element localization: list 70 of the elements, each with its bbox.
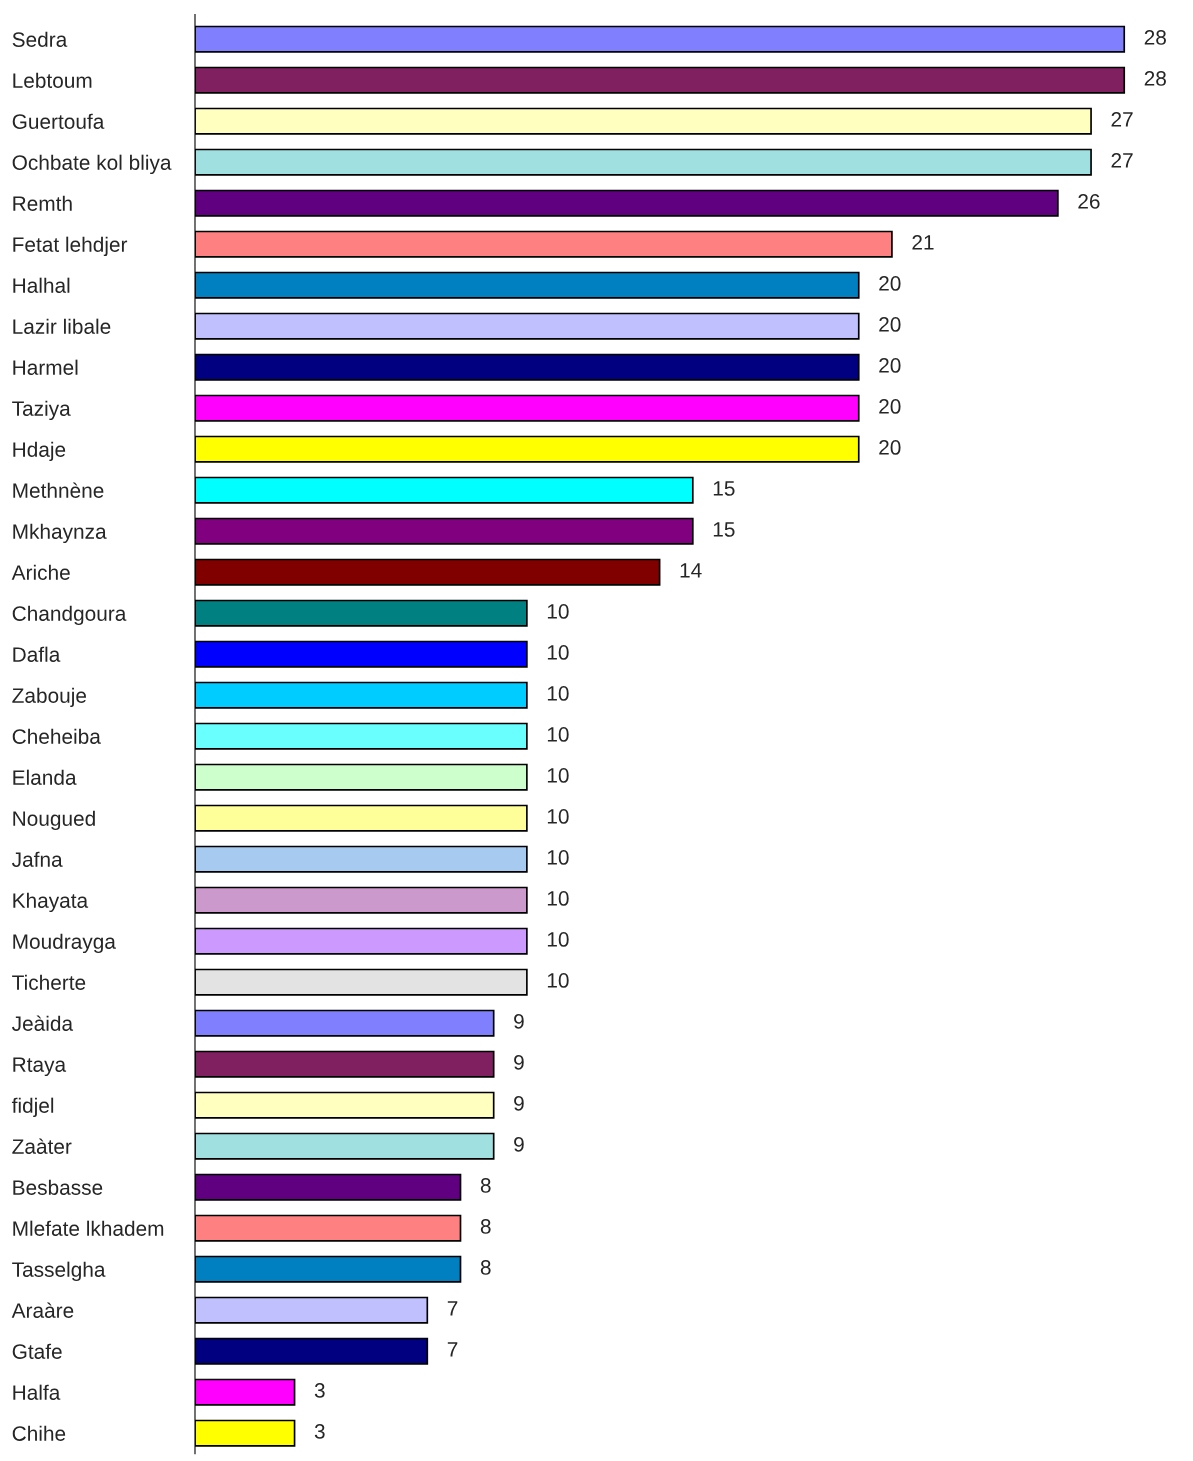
data-label: 15 — [713, 481, 735, 496]
y-tick-label: Halhal — [13, 277, 70, 293]
data-label: 28 — [1144, 30, 1166, 45]
data-label: 20 — [879, 440, 901, 455]
y-tick-label: Besbasse — [13, 1179, 103, 1195]
y-tick-label: Zabouje — [12, 687, 87, 708]
data-label: 10 — [547, 973, 569, 988]
data-label: 10 — [547, 850, 569, 865]
y-tick-label: Tasselgha — [12, 1261, 106, 1282]
y-tick-label: Mkhaynza — [13, 523, 107, 544]
y-tick-label: Dafla — [13, 646, 61, 662]
data-label: 10 — [547, 604, 569, 619]
data-label: 10 — [547, 686, 569, 701]
data-label: 9 — [514, 1137, 524, 1152]
data-label: 7 — [447, 1301, 458, 1316]
y-tick-label: Lazir libale — [13, 318, 111, 334]
y-tick-label: Methnène — [13, 482, 104, 498]
y-tick-label: Fetat lehdjer — [13, 236, 128, 257]
data-label: 3 — [314, 1383, 325, 1398]
y-tick-label: Ariche — [11, 564, 70, 580]
y-tick-label: Zaàter — [12, 1138, 72, 1154]
y-tick-label: Ticherte — [12, 974, 86, 990]
y-tick-label: Moudrayga — [13, 933, 116, 954]
data-label: 7 — [447, 1342, 458, 1357]
y-tick-label: Cheheiba — [12, 728, 101, 744]
y-tick-label: Araàre — [11, 1302, 74, 1318]
y-tick-label: Rtaya — [13, 1057, 67, 1077]
data-label: 26 — [1078, 194, 1100, 209]
y-tick-label: Chihe — [12, 1425, 66, 1441]
y-tick-label: Ochbate kol bliya — [12, 154, 172, 175]
data-label: 9 — [514, 1055, 524, 1070]
y-tick-label: Gtafe — [12, 1343, 62, 1359]
data-label: 8 — [480, 1219, 491, 1234]
y-tick-label: Hdaje — [13, 441, 66, 462]
y-tick-label: Khayata — [13, 892, 89, 913]
data-label: 3 — [314, 1424, 325, 1439]
y-tick-label: Taziya — [12, 400, 71, 421]
data-label: 9 — [514, 1096, 524, 1111]
y-tick-label: Nougued — [13, 810, 95, 831]
data-label: 15 — [713, 522, 735, 537]
data-label: 10 — [547, 727, 569, 742]
y-tick-label: Elanda — [13, 769, 77, 785]
data-label: 20 — [879, 399, 901, 414]
y-tick-label: Halfa — [13, 1384, 61, 1400]
data-label: 14 — [680, 563, 702, 578]
y-tick-label: Harmel — [13, 359, 78, 375]
y-tick-label: Jafna — [11, 851, 63, 867]
data-label: 9 — [514, 1014, 524, 1029]
data-label: 20 — [879, 317, 901, 332]
data-label: 20 — [879, 276, 901, 291]
y-tick-label: Guertoufa — [12, 113, 105, 129]
data-label: 10 — [547, 645, 569, 660]
data-label: 10 — [547, 768, 569, 783]
data-label: 27 — [1111, 153, 1133, 168]
data-label: 10 — [547, 891, 569, 906]
y-tick-label: Remth — [13, 195, 72, 211]
data-label: 21 — [912, 235, 934, 250]
data-label: 10 — [547, 932, 569, 947]
data-label: 10 — [547, 809, 569, 824]
data-label: 20 — [879, 358, 901, 373]
y-tick-label: Mlefate lkhadem — [13, 1220, 164, 1236]
y-tick-label: fidjel — [11, 1097, 54, 1118]
data-label: 27 — [1111, 112, 1133, 127]
y-tick-label: Lebtoum — [13, 72, 92, 88]
y-tick-label: Jeàida — [11, 1015, 74, 1031]
y-tick-label: Sedra — [12, 31, 68, 47]
y-tick-label: Chandgoura — [12, 605, 127, 626]
data-label: 28 — [1144, 71, 1166, 86]
data-label: 8 — [480, 1260, 491, 1275]
data-label: 8 — [480, 1178, 491, 1193]
